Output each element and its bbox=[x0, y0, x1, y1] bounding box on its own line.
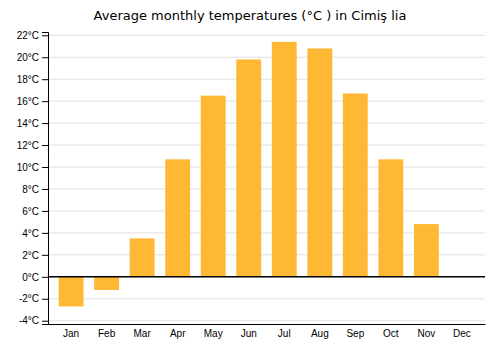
plot: -4°C -2°C 0°C 2°C 4°C 6°C 8°C 10°C 12°C 14°C 16°C 1… bbox=[17, 30, 486, 339]
x-tick-label: Mar bbox=[134, 328, 152, 339]
grid-line bbox=[48, 188, 485, 189]
y-tick-label: -2°C bbox=[19, 293, 39, 304]
y-tick-label: 14°C bbox=[17, 118, 39, 129]
y-tick-label: 18°C bbox=[17, 74, 39, 85]
bar bbox=[307, 48, 332, 276]
y-tick-label: -4°C bbox=[19, 315, 39, 326]
y-tick-label: 12°C bbox=[17, 140, 39, 151]
y-tick: 0°C bbox=[22, 271, 48, 282]
x-tick: Apr bbox=[170, 324, 186, 339]
x-axis-line bbox=[49, 324, 486, 325]
y-tick: 18°C bbox=[17, 74, 48, 85]
y-axis: -4°C -2°C 0°C 2°C 4°C 6°C 8°C 10°C 12°C 14°C 16°C 1… bbox=[17, 30, 49, 326]
bar bbox=[272, 42, 297, 277]
y-tick-label: 2°C bbox=[22, 250, 39, 261]
y-tick-mark bbox=[42, 35, 48, 36]
y-tick: -4°C bbox=[19, 315, 48, 326]
bar bbox=[236, 59, 261, 276]
bar bbox=[201, 96, 226, 277]
bar bbox=[414, 224, 439, 277]
x-tick: Dec bbox=[453, 324, 471, 339]
grid-line bbox=[48, 123, 485, 124]
grid-line bbox=[48, 79, 485, 80]
y-axis-line bbox=[42, 33, 49, 325]
y-tick-mark bbox=[42, 321, 48, 322]
y-tick: 4°C bbox=[22, 228, 48, 239]
y-tick-mark bbox=[42, 101, 48, 102]
x-axis: Jan Feb Mar Apr May Jun Jul Aug Sep Oct Nov Dec bbox=[49, 324, 486, 339]
grid-line bbox=[48, 167, 485, 168]
grid-line bbox=[48, 210, 485, 211]
y-tick-mark bbox=[42, 299, 48, 300]
bar bbox=[343, 93, 368, 276]
y-tick-mark bbox=[42, 211, 48, 212]
x-tick-label: Feb bbox=[98, 328, 116, 339]
y-tick: -2°C bbox=[19, 293, 48, 304]
grid-line bbox=[48, 276, 485, 277]
y-tick-label: 20°C bbox=[17, 52, 39, 63]
x-tick-label: Apr bbox=[170, 328, 186, 339]
grid-line bbox=[48, 145, 485, 146]
y-tick-mark bbox=[42, 189, 48, 190]
bar bbox=[378, 159, 403, 276]
bar bbox=[94, 277, 119, 290]
x-tick-label: Aug bbox=[311, 328, 329, 339]
bar bbox=[165, 159, 190, 276]
x-tick: Mar bbox=[134, 324, 152, 339]
y-tick: 12°C bbox=[17, 140, 48, 151]
x-tick: Aug bbox=[311, 324, 329, 339]
x-tick-label: May bbox=[204, 328, 223, 339]
y-tick-label: 0°C bbox=[22, 271, 39, 282]
y-tick-label: 8°C bbox=[22, 184, 39, 195]
x-tick: Jun bbox=[241, 324, 257, 339]
x-tick: May bbox=[204, 324, 223, 339]
y-tick-label: 16°C bbox=[17, 96, 39, 107]
x-tick-label: Dec bbox=[453, 328, 471, 339]
x-tick-label: Nov bbox=[417, 328, 435, 339]
y-tick-mark bbox=[42, 277, 48, 278]
y-tick: 6°C bbox=[22, 206, 48, 217]
x-tick: Jan bbox=[63, 324, 79, 339]
grid bbox=[48, 35, 485, 320]
bar bbox=[59, 277, 84, 307]
x-tick-label: Jan bbox=[63, 328, 79, 339]
grid-line bbox=[48, 57, 485, 58]
y-tick: 22°C bbox=[17, 30, 48, 41]
y-tick-mark bbox=[42, 255, 48, 256]
y-tick-mark bbox=[42, 233, 48, 234]
y-tick-mark bbox=[42, 57, 48, 58]
y-tick-mark bbox=[42, 145, 48, 146]
grid-line bbox=[48, 35, 485, 36]
x-tick: Oct bbox=[383, 324, 399, 339]
y-tick: 8°C bbox=[22, 184, 48, 195]
x-tick: Feb bbox=[98, 324, 116, 339]
grid-line bbox=[48, 101, 485, 102]
y-tick-mark bbox=[42, 167, 48, 168]
y-tick: 2°C bbox=[22, 250, 48, 261]
y-tick: 20°C bbox=[17, 52, 48, 63]
y-tick-label: 22°C bbox=[17, 30, 39, 41]
y-tick-mark bbox=[42, 123, 48, 124]
bar bbox=[130, 238, 155, 276]
title: Average monthly temperatures (°C ) in Ci… bbox=[94, 8, 407, 23]
y-tick: 16°C bbox=[17, 96, 48, 107]
y-tick: 14°C bbox=[17, 118, 48, 129]
x-tick-label: Jun bbox=[241, 328, 257, 339]
y-tick-label: 6°C bbox=[22, 206, 39, 217]
y-tick-label: 4°C bbox=[22, 228, 39, 239]
bars bbox=[48, 42, 485, 307]
x-tick: Sep bbox=[346, 324, 364, 339]
baseline bbox=[48, 276, 485, 278]
grid-line bbox=[48, 298, 485, 299]
x-tick-label: Jul bbox=[278, 328, 291, 339]
chart: Average monthly temperatures (°C ) in Ci… bbox=[0, 0, 500, 350]
x-tick-label: Sep bbox=[346, 328, 364, 339]
y-tick-mark bbox=[42, 79, 48, 80]
grid-line bbox=[48, 320, 485, 321]
y-tick-label: 10°C bbox=[17, 162, 39, 173]
y-tick: 10°C bbox=[17, 162, 48, 173]
x-tick: Nov bbox=[417, 324, 435, 339]
x-tick-label: Oct bbox=[383, 328, 399, 339]
x-tick: Jul bbox=[278, 324, 291, 339]
